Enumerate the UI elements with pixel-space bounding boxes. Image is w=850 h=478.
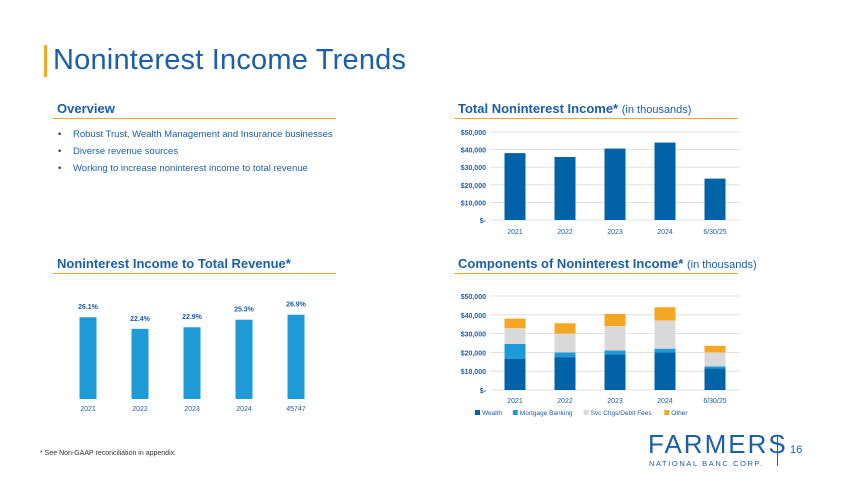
x-tick-label: 2022 [557, 229, 573, 236]
stacked-bar-segment [654, 320, 676, 349]
page-title: Noninterest Income Trends [53, 44, 407, 76]
page-number: 16 [790, 444, 803, 456]
stacked-bar-segment [554, 323, 576, 334]
legend-label: Mortgage Banking [520, 410, 573, 417]
data-label: 26.1% [78, 304, 99, 311]
overview-rule [53, 118, 336, 119]
logo-wordmark: FARMERS [648, 429, 788, 459]
bar [131, 328, 149, 399]
stacked-bar-segment [504, 318, 526, 328]
x-tick-label: 2024 [657, 229, 673, 236]
stacked-bar-segment [504, 343, 526, 359]
y-tick-label: $- [480, 388, 487, 395]
components-subheading: (in thousands) [686, 259, 757, 271]
y-tick-label: $30,000 [461, 332, 486, 339]
stacked-bar-segment [704, 352, 726, 367]
y-tick-label: $40,000 [461, 148, 486, 155]
overview-heading: Overview [57, 101, 115, 116]
stacked-bar-segment [654, 348, 676, 353]
bar [704, 178, 726, 220]
total-income-subheading: (in thousands) [621, 104, 692, 116]
components-rule [454, 273, 738, 274]
x-tick-label: 2024 [236, 406, 252, 413]
x-tick-label: 2021 [80, 406, 96, 413]
y-tick-label: $50,000 [461, 130, 486, 137]
overview-bullets: Robust Trust, Wealth Management and Insu… [56, 126, 333, 177]
y-tick-label: $10,000 [461, 369, 486, 376]
y-tick-label: $50,000 [461, 294, 486, 301]
bar [504, 153, 526, 220]
x-tick-label: 6/30/25 [703, 229, 726, 236]
ratio-chart: 26.1% 2021 22.4% 2022 22.9% 2023 25.3% 2024 26.9… [78, 302, 307, 413]
y-tick-label: $10,000 [461, 200, 486, 207]
y-tick-label: $- [480, 218, 487, 225]
logo-divider [777, 436, 778, 466]
title-accent-bar [44, 45, 47, 77]
y-tick-label: $30,000 [461, 165, 486, 172]
x-tick-label: 2021 [507, 398, 523, 405]
stacked-bar-segment [704, 345, 726, 353]
stacked-bar-segment [604, 354, 626, 390]
overview-bullet: Robust Trust, Wealth Management and Insu… [56, 126, 333, 143]
stacked-bar-segment [604, 326, 626, 351]
data-label: 22.4% [130, 316, 151, 323]
x-tick-label: 6/30/25 [703, 398, 726, 405]
legend-label: Wealth [482, 410, 502, 417]
x-tick-label: 45747 [286, 406, 306, 413]
stacked-bar-segment [554, 352, 576, 358]
components-heading: Components of Noninterest Income* (in th… [458, 256, 757, 271]
stacked-bar-segment [554, 357, 576, 390]
legend-swatch [583, 410, 589, 415]
stacked-bar-segment [654, 307, 676, 321]
x-tick-label: 2021 [507, 229, 523, 236]
data-label: 22.9% [182, 314, 203, 321]
y-tick-label: $20,000 [461, 183, 486, 190]
legend-swatch [512, 410, 518, 415]
legend-swatch [664, 410, 670, 415]
stacked-bar-segment [504, 327, 526, 344]
x-tick-label: 2023 [607, 229, 623, 236]
bar [235, 319, 253, 399]
total-income-chart: $- $10,000 $20,000 $30,000 $40,000 $50,000 202… [461, 130, 740, 236]
overview-bullet: Working to increase noninterest income t… [56, 160, 333, 177]
bar [287, 314, 305, 399]
data-label: 25.3% [234, 307, 255, 314]
ratio-heading: Noninterest Income to Total Revenue* [57, 256, 291, 271]
y-tick-label: $20,000 [461, 350, 486, 357]
stacked-bar-segment [554, 333, 576, 353]
y-tick-label: $40,000 [461, 313, 486, 320]
x-tick-label: 2024 [657, 398, 673, 405]
stacked-bar-segment [704, 368, 726, 390]
bar [554, 156, 576, 220]
data-label: 26.9% [286, 302, 307, 309]
stacked-bar-segment [604, 313, 626, 327]
components-heading-text: Components of Noninterest Income* [458, 256, 684, 271]
bar [604, 148, 626, 220]
stacked-bar-segment [604, 350, 626, 355]
legend-label: Svc Chgs/Debit Fees [591, 410, 653, 417]
logo-subtitle: NATIONAL BANC CORP. [649, 459, 764, 468]
ratio-rule [53, 273, 336, 274]
legend-label: Other [671, 410, 688, 417]
x-tick-label: 2022 [132, 406, 148, 413]
legend-swatch [475, 410, 480, 415]
footnote: * See Non-GAAP reconciliation in appendi… [40, 450, 177, 457]
total-income-rule [454, 118, 738, 119]
stacked-bar-segment [704, 366, 726, 369]
x-tick-label: 2022 [557, 398, 573, 405]
stacked-bar-segment [654, 352, 676, 390]
stacked-bar-segment [504, 358, 526, 390]
total-income-heading-text: Total Noninterest Income* [458, 101, 619, 116]
bar [79, 317, 97, 399]
components-chart: $- $10,000 $20,000 $30,000 $40,000 $50,000 202… [461, 294, 740, 417]
bar [183, 327, 201, 399]
x-tick-label: 2023 [607, 398, 623, 405]
bar [654, 142, 676, 220]
total-income-heading: Total Noninterest Income* (in thousands) [458, 101, 691, 116]
overview-bullet: Diverse revenue sources [56, 143, 333, 160]
x-tick-label: 2023 [184, 406, 200, 413]
farmers-logo: FARMERS NATIONAL BANC CORP. [648, 429, 786, 470]
